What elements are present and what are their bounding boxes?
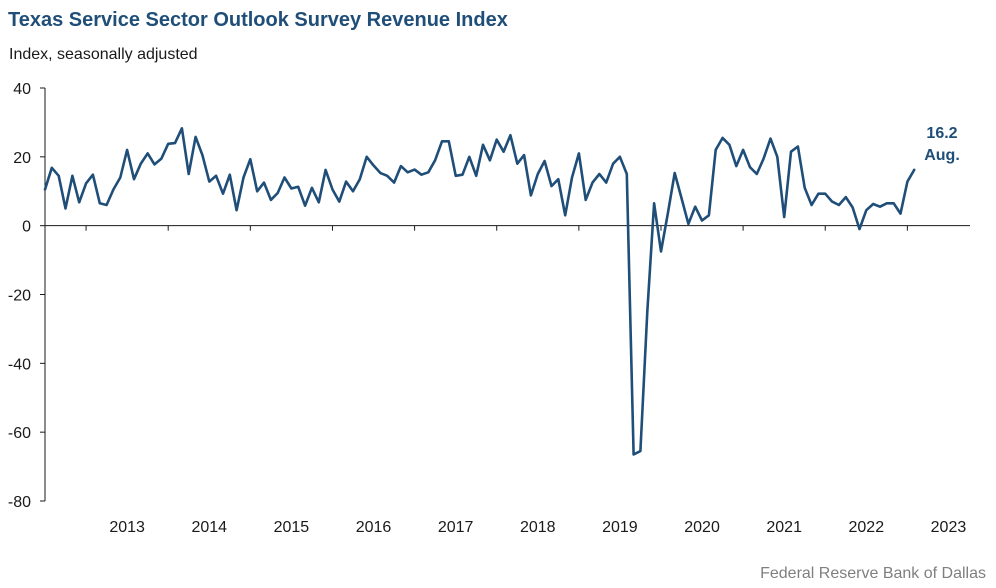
y-tick-label: 40 xyxy=(13,81,31,98)
y-tick-label: -40 xyxy=(8,356,31,373)
x-tick-label: 2016 xyxy=(356,519,392,536)
y-tick-label: 0 xyxy=(22,219,31,236)
chart-title: Texas Service Sector Outlook Survey Reve… xyxy=(8,9,508,31)
x-tick-label: 2018 xyxy=(520,519,556,536)
x-tick-label: 2013 xyxy=(109,519,145,536)
x-tick-label: 2020 xyxy=(684,519,720,536)
axes: 40 20 0 -20 -40 -60 -80 2013 2014 2015 2016 2017 201… xyxy=(8,81,970,536)
x-tick-label: 2017 xyxy=(438,519,474,536)
y-tick-label: 20 xyxy=(13,150,31,167)
source-note: Federal Reserve Bank of Dallas xyxy=(760,565,986,582)
last-value-label: 16.2 xyxy=(926,125,957,142)
x-tick-label: 2015 xyxy=(274,519,310,536)
series-layer xyxy=(43,127,916,456)
x-tick-label: 2021 xyxy=(766,519,802,536)
x-tick-label: 2022 xyxy=(849,519,885,536)
y-tick-label: -60 xyxy=(8,425,31,442)
x-tick-label: 2019 xyxy=(602,519,638,536)
chart-subtitle: Index, seasonally adjusted xyxy=(9,46,198,63)
x-tick-label: 2023 xyxy=(931,519,967,536)
last-month-label: Aug. xyxy=(924,147,960,164)
y-tick-label: -20 xyxy=(8,288,31,305)
series-line-0 xyxy=(43,127,916,456)
x-tick-label: 2014 xyxy=(191,519,227,536)
annotation-layer: 16.2 Aug. xyxy=(924,125,960,164)
y-tick-label: -80 xyxy=(8,494,31,511)
